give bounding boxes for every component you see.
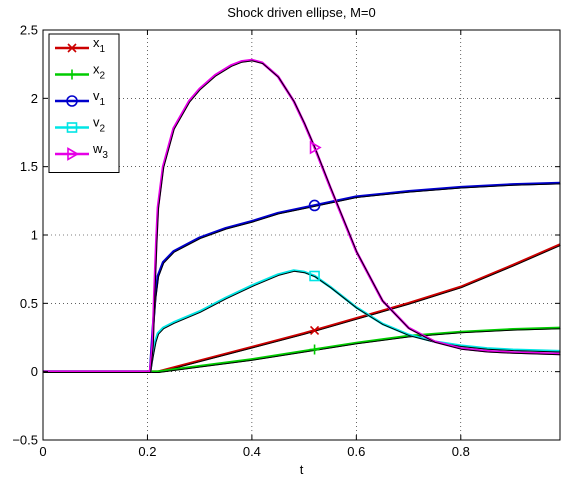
- x-tick-label: 0.4: [243, 444, 261, 459]
- y-tick-label: 0: [31, 364, 38, 379]
- legend-marker-w3: [67, 147, 80, 161]
- y-tick-label: 2: [31, 91, 38, 106]
- y-tick-label: 2.5: [20, 23, 38, 38]
- data-marker-w3: [309, 140, 322, 155]
- x-tick-label: 0.6: [347, 444, 365, 459]
- data-marker-x1: [309, 325, 320, 335]
- reference-line-v1: [43, 183, 561, 373]
- legend-label-v1: v1: [93, 88, 106, 108]
- y-tick-label: 1: [31, 228, 38, 243]
- y-tick-label: 1.5: [20, 159, 38, 174]
- x-tick-label: 0.8: [452, 444, 470, 459]
- data-marker-x2: [309, 344, 320, 355]
- chart-title: Shock driven ellipse, M=0: [227, 5, 376, 20]
- reference-line-x2: [43, 328, 561, 373]
- y-tick-label: −0.5: [12, 433, 38, 448]
- x-tick-label: 0.2: [138, 444, 156, 459]
- legend-box: [48, 33, 120, 173]
- reference-line-w3: [43, 60, 561, 373]
- legend-marker-x2: [67, 69, 77, 80]
- y-tick-label: 0.5: [20, 296, 38, 311]
- legend-marker-x1: [67, 43, 77, 53]
- x-tick-label: 0: [39, 444, 46, 459]
- data-marker-v2: [309, 270, 320, 282]
- legend-label-x2: x2: [93, 62, 106, 82]
- grid: [43, 30, 560, 440]
- legend-label-w3: w3: [92, 141, 108, 161]
- legend-marker-v1: [66, 95, 78, 107]
- axis-ticks: 0 0.2 0.4 0.6 0.8−0.500.511.522.5: [12, 23, 560, 459]
- legend-label-v2: v2: [93, 115, 106, 135]
- series-line-x2: [43, 326, 561, 373]
- legend-label-x1: x1: [93, 35, 106, 55]
- plot-area: [43, 30, 560, 440]
- series-group: [43, 58, 561, 373]
- legend-marker-v2: [66, 122, 78, 133]
- legend: x1 x2 v1 v2 w3: [48, 33, 120, 173]
- x-axis-label: t: [300, 462, 304, 477]
- data-marker-v1: [308, 199, 321, 212]
- marker-group: [308, 140, 322, 355]
